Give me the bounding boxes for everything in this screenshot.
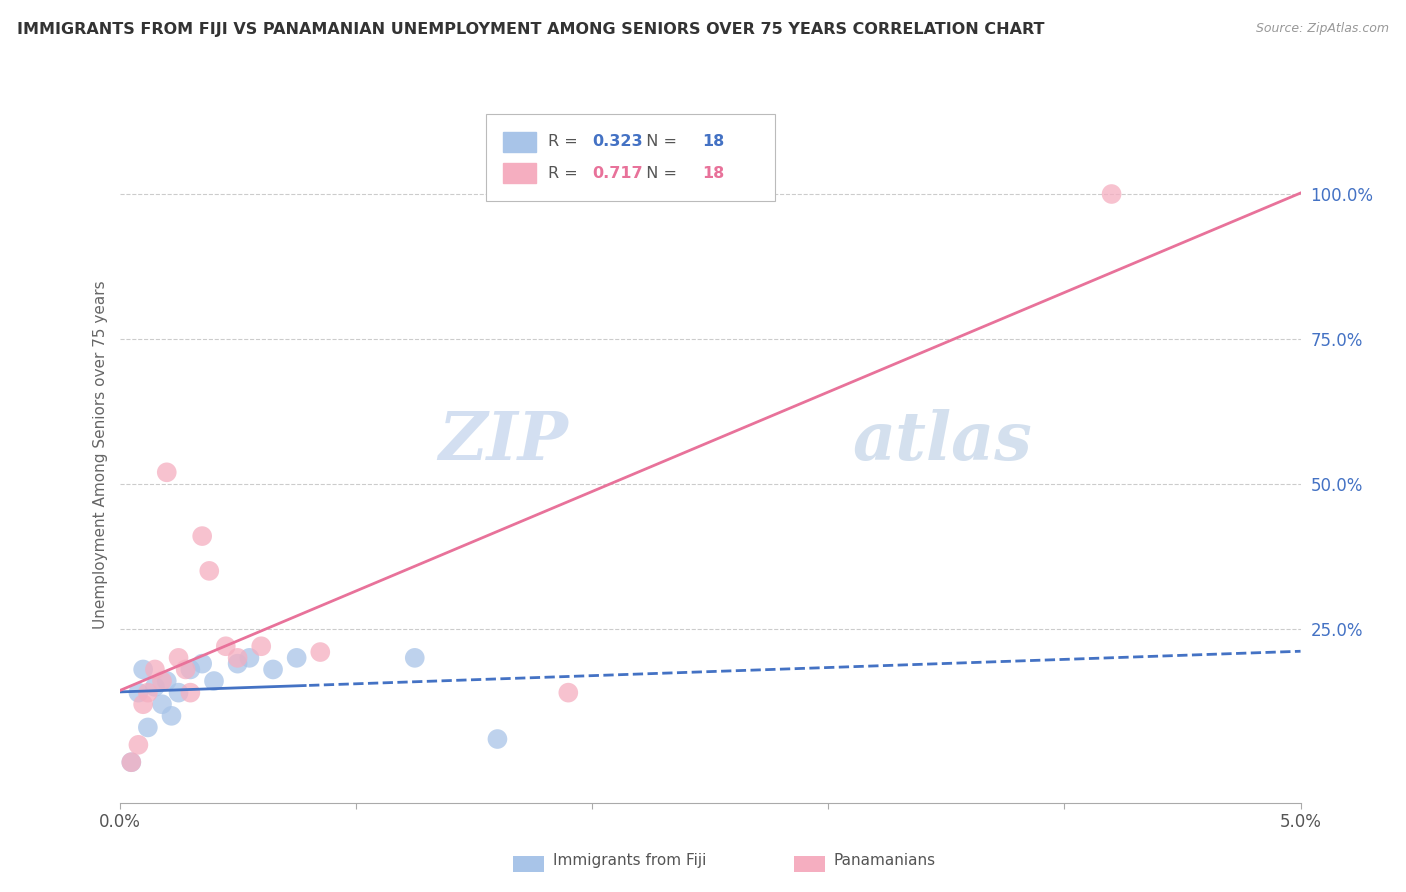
- Point: [143, 680, 166, 694]
- Point: [309, 645, 332, 659]
- Bar: [503, 163, 537, 183]
- Text: Source: ZipAtlas.com: Source: ZipAtlas.com: [1256, 22, 1389, 36]
- Point: [174, 662, 197, 676]
- Point: [120, 755, 142, 769]
- Text: ZIP: ZIP: [439, 409, 568, 474]
- Point: [160, 708, 183, 723]
- Point: [557, 685, 579, 699]
- Point: [136, 685, 159, 699]
- Text: 0.323: 0.323: [592, 135, 643, 149]
- Point: [136, 721, 159, 735]
- Point: [127, 685, 149, 699]
- Text: atlas: atlas: [852, 409, 1032, 474]
- Point: [156, 674, 179, 689]
- Point: [215, 639, 238, 653]
- Point: [167, 685, 190, 699]
- Point: [238, 651, 260, 665]
- Text: IMMIGRANTS FROM FIJI VS PANAMANIAN UNEMPLOYMENT AMONG SENIORS OVER 75 YEARS CORR: IMMIGRANTS FROM FIJI VS PANAMANIAN UNEMP…: [17, 22, 1045, 37]
- Text: Immigrants from Fiji: Immigrants from Fiji: [553, 854, 706, 868]
- Text: 0.717: 0.717: [592, 166, 643, 181]
- Point: [198, 564, 221, 578]
- Point: [285, 651, 308, 665]
- Point: [156, 466, 179, 480]
- Text: 18: 18: [702, 166, 724, 181]
- Point: [143, 662, 166, 676]
- Text: N =: N =: [636, 135, 682, 149]
- Point: [167, 651, 190, 665]
- Bar: [503, 132, 537, 152]
- Point: [226, 651, 249, 665]
- Y-axis label: Unemployment Among Seniors over 75 years: Unemployment Among Seniors over 75 years: [93, 281, 108, 629]
- Point: [127, 738, 149, 752]
- Text: Panamanians: Panamanians: [834, 854, 936, 868]
- Point: [226, 657, 249, 671]
- Point: [262, 662, 284, 676]
- Point: [132, 662, 155, 676]
- Point: [404, 651, 426, 665]
- Point: [150, 698, 173, 712]
- Text: R =: R =: [548, 135, 583, 149]
- Text: R =: R =: [548, 166, 583, 181]
- Text: N =: N =: [636, 166, 682, 181]
- Point: [1101, 187, 1123, 202]
- Point: [191, 529, 214, 543]
- FancyBboxPatch shape: [485, 114, 775, 201]
- Point: [250, 639, 273, 653]
- Point: [150, 674, 173, 689]
- Text: 18: 18: [702, 135, 724, 149]
- Point: [179, 662, 201, 676]
- Point: [120, 755, 142, 769]
- Point: [202, 674, 225, 689]
- Point: [132, 698, 155, 712]
- Point: [486, 731, 509, 746]
- Point: [191, 657, 214, 671]
- Point: [179, 685, 201, 699]
